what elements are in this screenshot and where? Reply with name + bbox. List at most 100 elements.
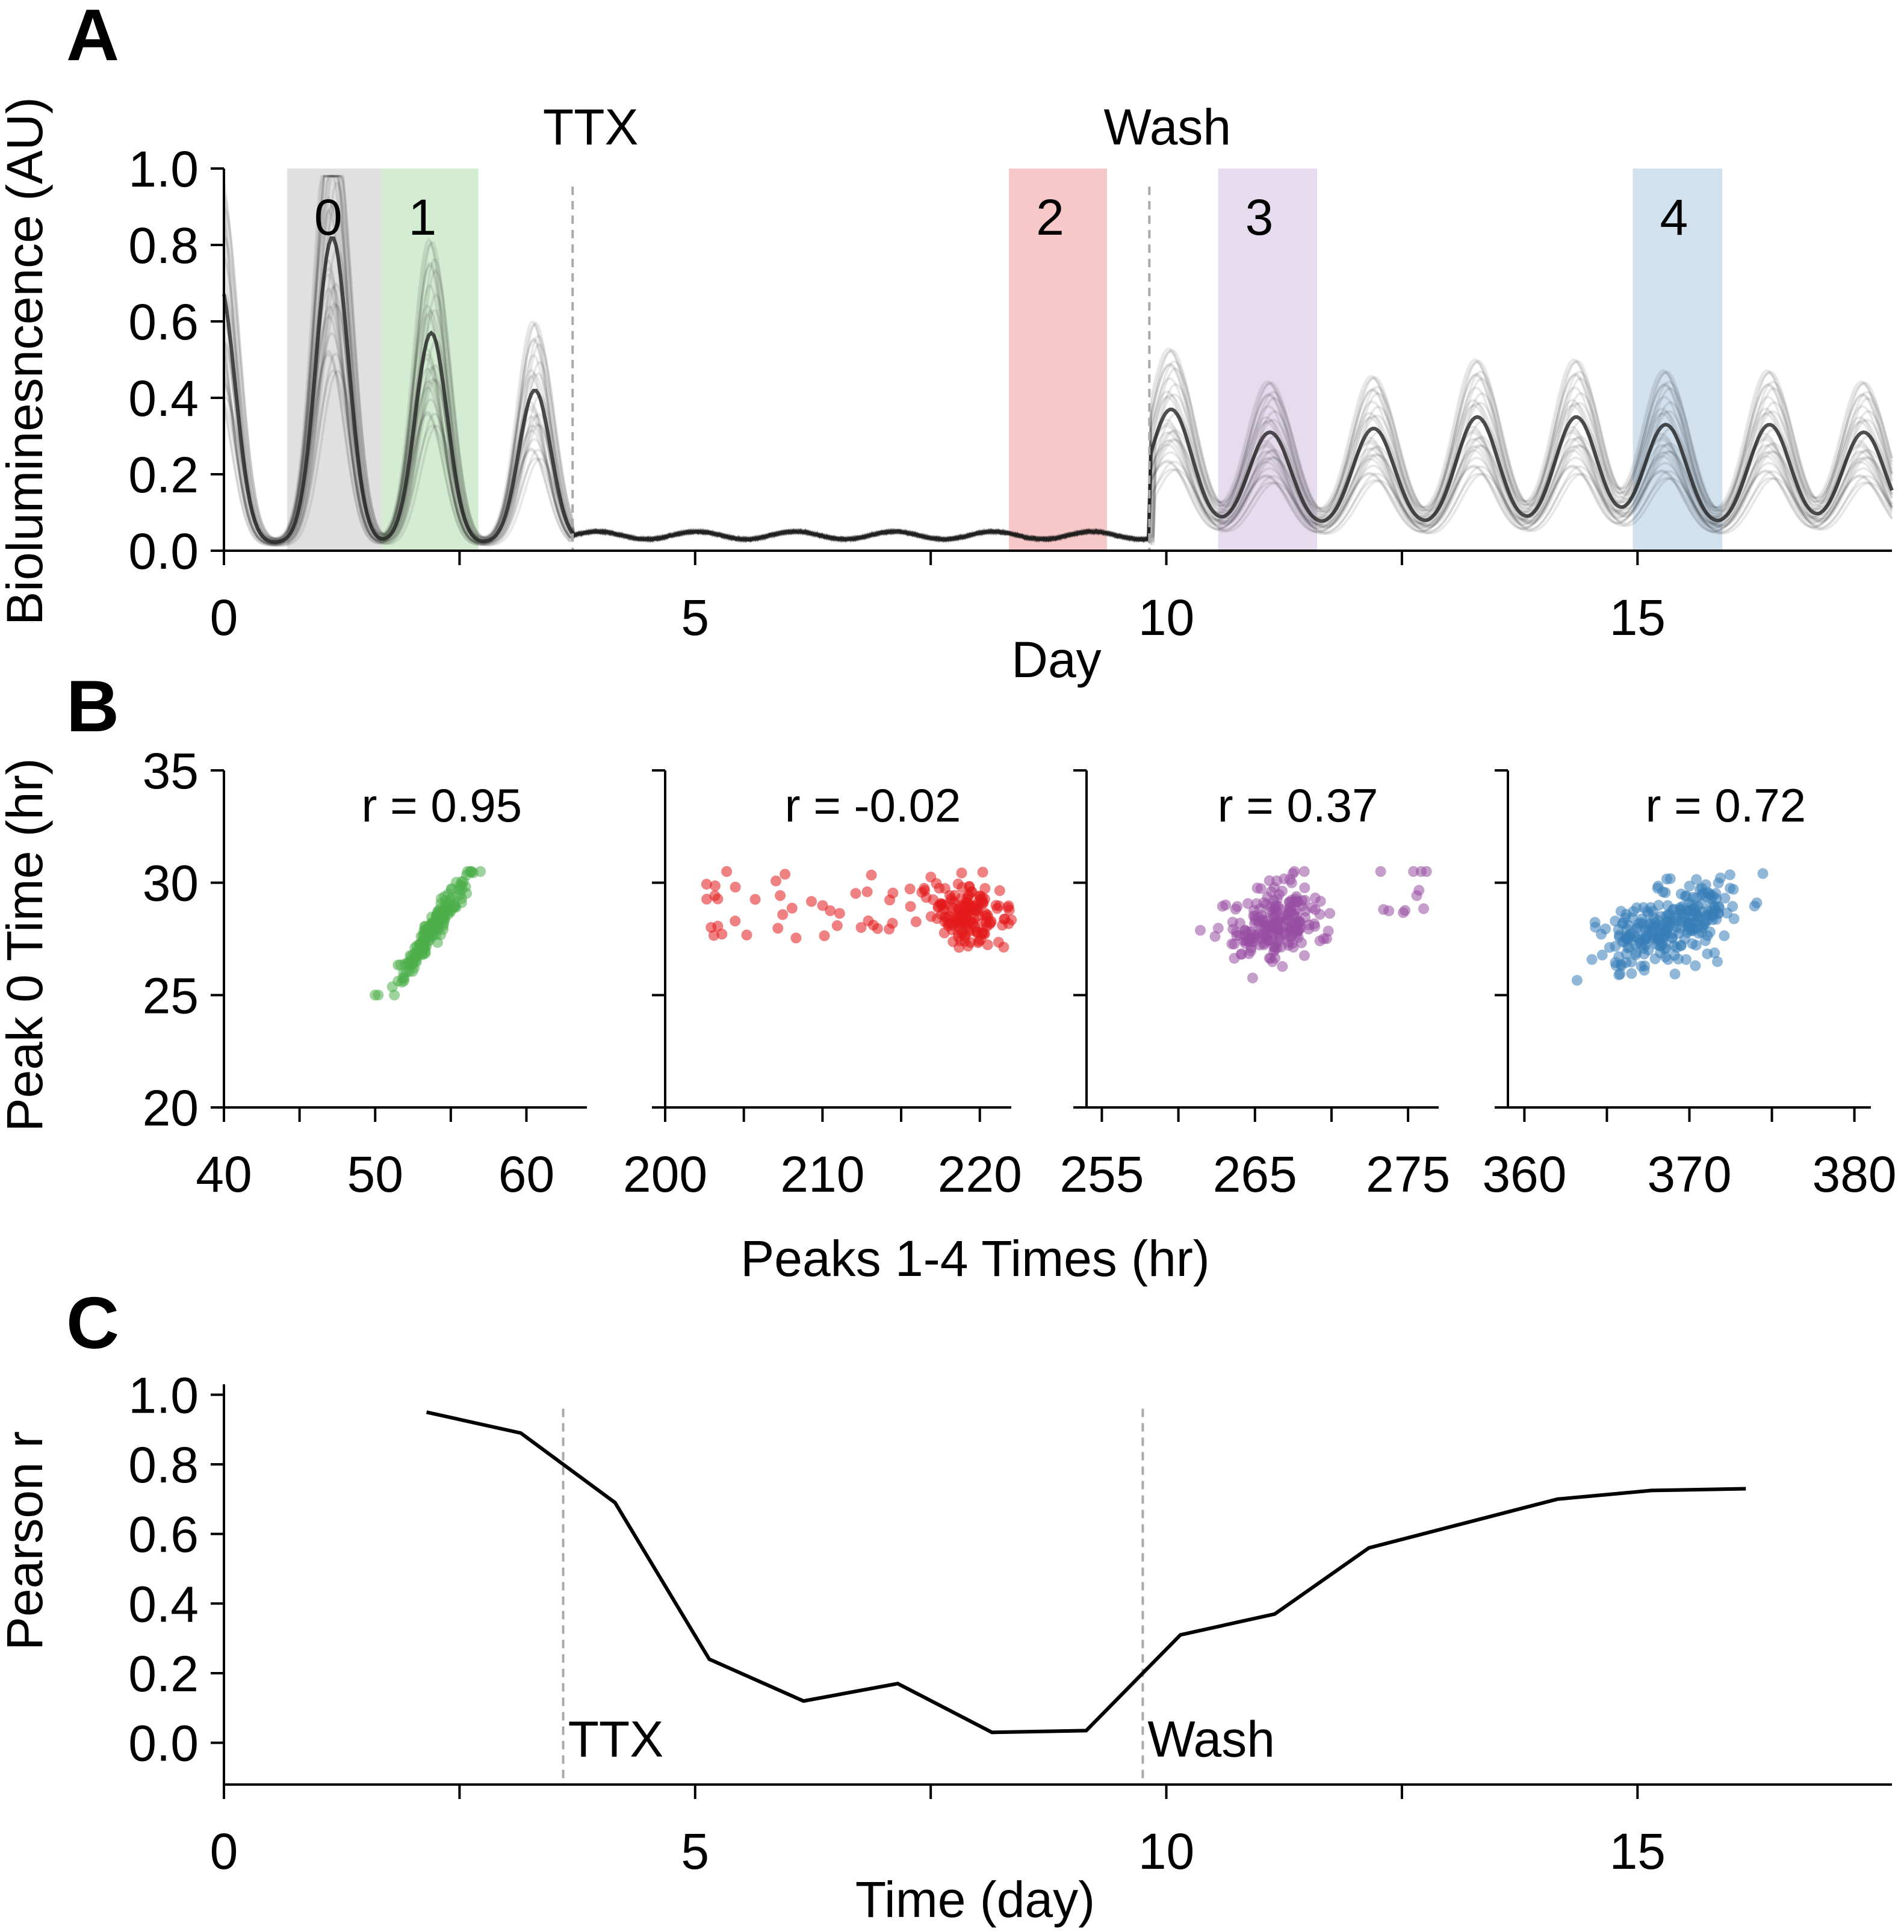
scatter-point [1667, 933, 1678, 944]
panel-b-subplots: 20 25 30 35 40 50 60 r = 0.95 200 210 220 r = -0.02… [143, 743, 1897, 1203]
scatter-point [825, 905, 836, 917]
panel-b-chart: 20 25 30 35 40 50 60 r = 0.95 200 210 220 r = -0.02… [0, 743, 1897, 1287]
scatter-point [389, 989, 400, 1001]
scatter-point [1586, 954, 1598, 965]
scatter-point [1638, 943, 1649, 954]
scatter-point [1400, 905, 1411, 916]
x-tick-label: 60 [498, 1146, 554, 1203]
scatter-point [1661, 923, 1673, 934]
scatter-point [966, 887, 977, 898]
subplot-3: 255 265 275 r = 0.37 [1059, 769, 1450, 1203]
band-label-3: 3 [1245, 189, 1274, 246]
scatter-point [475, 866, 486, 877]
x-tick-label: 0 [210, 589, 238, 646]
scatter-point [1719, 893, 1731, 904]
panel-c-axes: 0.0 0.2 0.4 0.6 0.8 1.0 0 5 10 15 [128, 1367, 1892, 1880]
scatter-point [1209, 930, 1221, 942]
scatter-point [1693, 911, 1704, 923]
y-tick-label: 0.2 [128, 1646, 199, 1702]
y-tick-label: 0.0 [128, 523, 199, 580]
scatter-point [1242, 934, 1254, 946]
panel-c-ylabel: Pearson r [0, 1431, 53, 1650]
scatter-point [1663, 909, 1674, 920]
scatter-point [1600, 923, 1611, 935]
scatter-point [1375, 866, 1386, 877]
band-label-2: 2 [1036, 189, 1064, 246]
scatter-point [786, 902, 798, 914]
y-tick-label: 0.6 [128, 1506, 199, 1563]
scatter-point [944, 890, 955, 901]
scatter-point [1696, 922, 1708, 933]
scatter-point [934, 882, 945, 894]
x-tick-label: 50 [347, 1146, 403, 1203]
band-label-1: 1 [408, 189, 436, 246]
x-tick-label: 15 [1610, 1823, 1666, 1880]
scatter-point [1620, 957, 1632, 968]
scatter-point [991, 903, 1003, 914]
scatter-point [1675, 905, 1686, 915]
scatter-point [701, 893, 713, 905]
r-value-label: r = -0.02 [785, 779, 961, 832]
scatter-point [771, 875, 781, 887]
band-label-4: 4 [1660, 189, 1688, 246]
scatter-point [1006, 914, 1017, 926]
scatter-point [1299, 882, 1310, 894]
band-4 [1633, 169, 1723, 551]
scatter-point [1226, 938, 1238, 950]
panel-a-chart: 0 1 2 3 4 TTX Wash 0.0 0.2 0.4 0.6 0.8 1.0 0 5 10 15 B… [0, 97, 1894, 688]
scatter-point [1279, 873, 1290, 885]
scatter-point [1262, 935, 1274, 946]
scatter-point [1255, 883, 1267, 894]
scatter-point [1652, 881, 1664, 892]
scatter-point [1314, 909, 1326, 920]
scatter-point [1247, 972, 1258, 983]
scatter-point [749, 894, 761, 905]
scatter-point [1596, 949, 1608, 961]
x-tick-label: 265 [1213, 1146, 1297, 1203]
trace-line [223, 303, 1893, 545]
x-tick-label: 210 [780, 1146, 864, 1203]
scatter-point [1299, 950, 1310, 961]
pearson-r-line [426, 1410, 1746, 1735]
scatter-point [1682, 917, 1693, 929]
scatter-point [730, 881, 741, 893]
subplot-4: 360 370 380 r = 0.72 [1482, 769, 1897, 1203]
subplot-2: 200 210 220 r = -0.02 [623, 769, 1022, 1203]
scatter-point [963, 941, 974, 952]
scatter-point [442, 904, 453, 915]
scatter-point [867, 920, 879, 931]
event-label-ttx: TTX [568, 1711, 664, 1768]
scatter-point [1653, 900, 1664, 911]
scatter-point [1724, 869, 1735, 881]
y-tick-label: 30 [143, 855, 199, 912]
scatter-point [977, 867, 988, 878]
scatter-point [1277, 961, 1288, 972]
scatter-point [1691, 874, 1702, 885]
scatter-point [1303, 919, 1315, 930]
scatter-point [1249, 918, 1261, 929]
scatter-point [1292, 916, 1303, 927]
x-tick-label: 10 [1138, 1823, 1194, 1880]
scatter-point [1234, 917, 1245, 929]
event-label-ttx: TTX [543, 99, 639, 155]
trace-line [223, 175, 1893, 543]
scatter-point [1631, 921, 1643, 933]
scatter-point [1757, 868, 1769, 879]
scatter-point [790, 932, 802, 944]
scatter-point [861, 886, 873, 897]
scatter-point [454, 879, 466, 891]
panel-a-axes: 0.00.20.40.60.81.00 5 10 15 [128, 141, 1892, 646]
scatter-point [405, 956, 416, 967]
scatter-point [1660, 951, 1671, 962]
scatter-point [710, 880, 721, 891]
scatter-point [775, 890, 786, 901]
scatter-point [1661, 873, 1672, 885]
panel-a-events: TTX Wash [543, 99, 1231, 551]
scatter-point [997, 920, 1008, 931]
scatter-point [772, 923, 784, 934]
panel-b-xlabel: Peaks 1-4 Times (hr) [740, 1230, 1210, 1287]
r-value-label: r = 0.72 [1645, 779, 1806, 832]
scatter-point [938, 927, 950, 938]
band-2 [1009, 169, 1107, 551]
r-value-label: r = 0.37 [1218, 779, 1378, 832]
